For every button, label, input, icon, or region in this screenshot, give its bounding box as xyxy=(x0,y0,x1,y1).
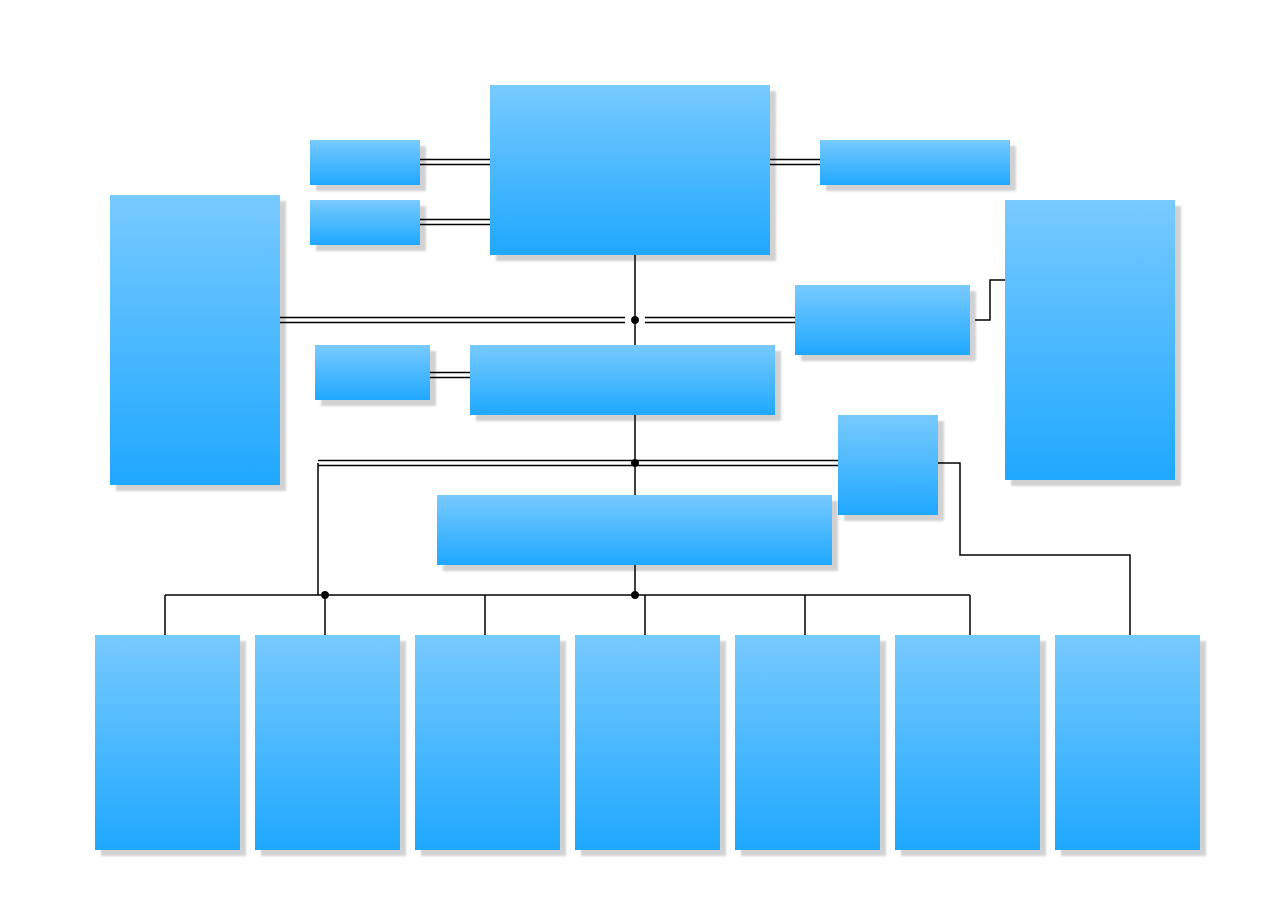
node-face xyxy=(1005,200,1175,480)
node-face xyxy=(315,345,430,400)
node-top-left-a xyxy=(310,140,420,185)
node-face xyxy=(820,140,1010,185)
node-leaf-5 xyxy=(735,635,880,850)
node-face xyxy=(895,635,1040,850)
org-chart-diagram xyxy=(0,0,1280,904)
node-leaf-3 xyxy=(415,635,560,850)
node-mid-right-blk xyxy=(795,285,970,355)
node-face xyxy=(255,635,400,850)
node-top-main xyxy=(490,85,770,255)
node-face xyxy=(1055,635,1200,850)
node-face xyxy=(415,635,560,850)
node-mid-square xyxy=(838,415,938,515)
node-mid-left-small xyxy=(315,345,430,400)
node-face xyxy=(795,285,970,355)
node-face xyxy=(470,345,775,415)
node-leaf-4 xyxy=(575,635,720,850)
node-face xyxy=(735,635,880,850)
node-face xyxy=(110,195,280,485)
node-top-right-bar xyxy=(820,140,1010,185)
node-leaf-6 xyxy=(895,635,1040,850)
node-face xyxy=(437,495,832,565)
node-face xyxy=(490,85,770,255)
node-mid-center xyxy=(470,345,775,415)
node-lower-wide xyxy=(437,495,832,565)
node-top-left-b xyxy=(310,200,420,245)
node-face xyxy=(310,140,420,185)
node-face xyxy=(575,635,720,850)
node-leaf-1 xyxy=(95,635,240,850)
node-side-right xyxy=(1005,200,1175,480)
node-leaf-2 xyxy=(255,635,400,850)
node-face xyxy=(838,415,938,515)
node-face xyxy=(95,635,240,850)
node-side-left xyxy=(110,195,280,485)
node-face xyxy=(310,200,420,245)
node-leaf-7 xyxy=(1055,635,1200,850)
